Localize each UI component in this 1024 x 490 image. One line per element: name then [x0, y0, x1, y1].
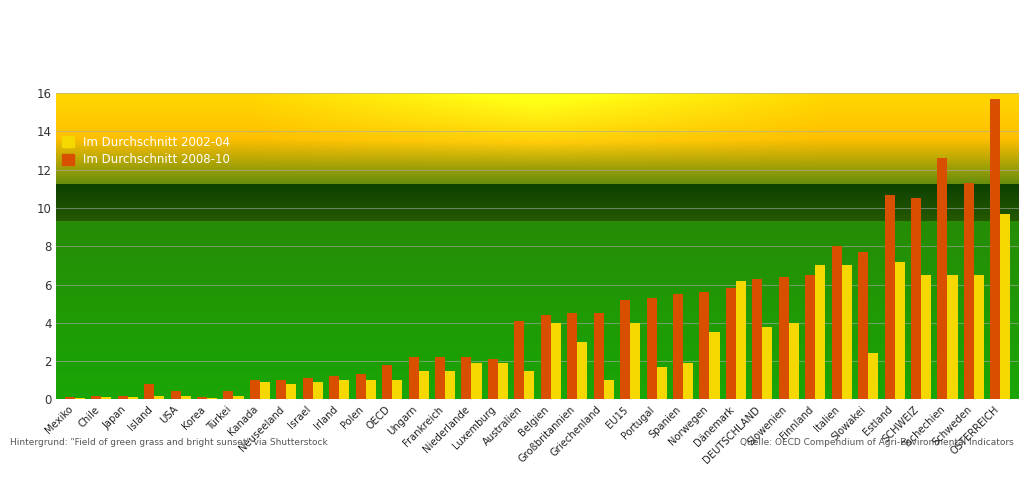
- Bar: [276, 380, 287, 399]
- Bar: [911, 198, 921, 399]
- Bar: [921, 275, 931, 399]
- Bar: [567, 313, 578, 399]
- Bar: [788, 323, 799, 399]
- Bar: [842, 266, 852, 399]
- Bar: [355, 374, 366, 399]
- Legend: Im Durchschnitt 2002-04, Im Durchschnitt 2008-10: Im Durchschnitt 2002-04, Im Durchschnitt…: [62, 136, 230, 167]
- Bar: [974, 275, 984, 399]
- Bar: [498, 363, 508, 399]
- Text: ›: ›: [25, 15, 43, 58]
- Bar: [207, 398, 217, 399]
- Bar: [541, 315, 551, 399]
- Bar: [155, 395, 164, 399]
- Bar: [710, 332, 720, 399]
- Bar: [1000, 214, 1011, 399]
- Bar: [445, 370, 455, 399]
- Bar: [435, 357, 445, 399]
- Bar: [339, 380, 349, 399]
- Bar: [487, 359, 498, 399]
- Bar: [118, 395, 128, 399]
- Bar: [604, 380, 613, 399]
- Bar: [171, 391, 180, 399]
- Bar: [303, 378, 312, 399]
- Bar: [250, 380, 260, 399]
- Bar: [656, 367, 667, 399]
- Bar: [287, 384, 296, 399]
- Bar: [312, 382, 323, 399]
- Text: Ökolandbau in der OECD: Ökolandbau in der OECD: [77, 9, 479, 37]
- Bar: [409, 357, 419, 399]
- Bar: [947, 275, 957, 399]
- Bar: [578, 342, 588, 399]
- Bar: [128, 397, 138, 399]
- Bar: [366, 380, 376, 399]
- Bar: [471, 363, 481, 399]
- Bar: [594, 313, 604, 399]
- Bar: [990, 99, 1000, 399]
- Bar: [885, 195, 895, 399]
- Bar: [699, 292, 710, 399]
- Bar: [462, 357, 471, 399]
- Bar: [91, 395, 101, 399]
- Bar: [197, 397, 207, 399]
- Bar: [392, 380, 402, 399]
- Bar: [260, 382, 270, 399]
- Bar: [726, 288, 736, 399]
- Bar: [524, 370, 535, 399]
- Bar: [144, 384, 155, 399]
- Bar: [763, 327, 772, 399]
- Bar: [868, 353, 879, 399]
- Bar: [805, 275, 815, 399]
- Bar: [382, 365, 392, 399]
- Bar: [895, 262, 904, 399]
- Text: Quelle: OECD Compendium of Agri-Environmental Indicators: Quelle: OECD Compendium of Agri-Environm…: [740, 439, 1014, 447]
- Bar: [551, 323, 561, 399]
- Bar: [736, 281, 745, 399]
- Bar: [419, 370, 429, 399]
- Bar: [330, 376, 339, 399]
- Bar: [75, 398, 85, 399]
- Bar: [514, 321, 524, 399]
- Bar: [630, 323, 640, 399]
- Bar: [964, 183, 974, 399]
- Bar: [233, 395, 244, 399]
- Bar: [223, 391, 233, 399]
- Bar: [621, 300, 630, 399]
- Bar: [683, 363, 693, 399]
- Bar: [101, 397, 112, 399]
- Bar: [753, 279, 763, 399]
- Text: Hintergrund: "Field of green grass and bright sunset" via Shutterstock: Hintergrund: "Field of green grass and b…: [10, 439, 328, 447]
- Text: Prozentualer Anteil des zertifizierten Ökologischen Landbaus an der landwirtscha: Prozentualer Anteil des zertifizierten Ö…: [77, 56, 714, 68]
- Bar: [180, 395, 190, 399]
- Text: ›: ›: [41, 15, 59, 58]
- Bar: [815, 266, 825, 399]
- Bar: [646, 298, 656, 399]
- Bar: [937, 158, 947, 399]
- Bar: [858, 252, 868, 399]
- Text: ›: ›: [8, 15, 27, 58]
- Bar: [65, 397, 75, 399]
- Bar: [673, 294, 683, 399]
- Bar: [831, 246, 842, 399]
- Bar: [779, 277, 788, 399]
